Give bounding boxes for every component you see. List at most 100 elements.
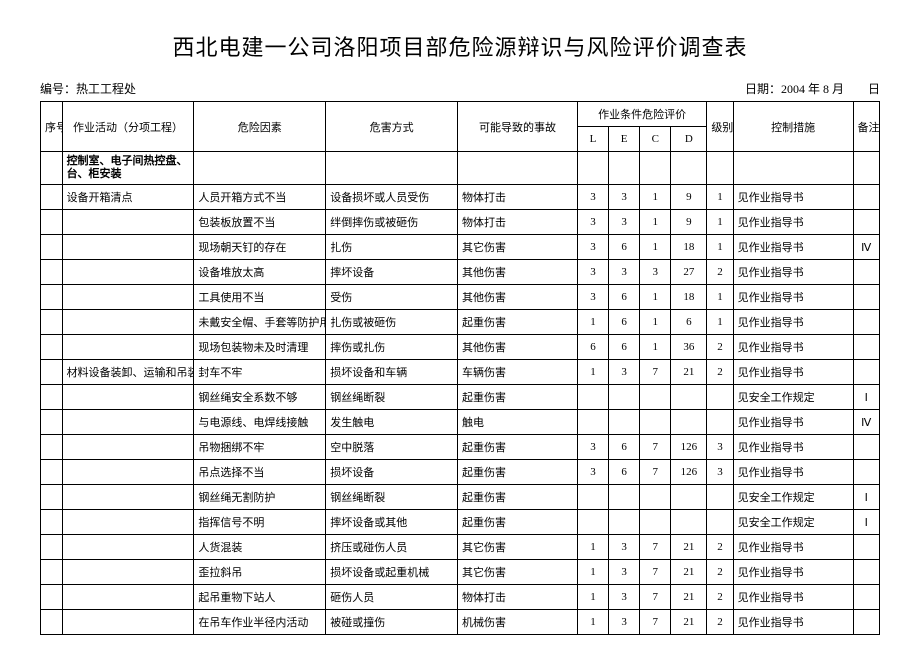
table-cell: 1 [577,560,608,585]
th-level: 级别危险 [707,102,733,152]
table-row: 钢丝绳安全系数不够钢丝绳断裂起重伤害见安全工作规定Ⅰ [41,385,880,410]
table-cell [853,460,879,485]
table-cell: 受伤 [326,285,458,310]
table-cell: 3 [577,260,608,285]
table-cell: 2 [707,260,733,285]
table-row: 起吊重物下站人砸伤人员物体打击137212见作业指导书 [41,585,880,610]
table-cell [609,485,640,510]
table-cell: 6 [577,335,608,360]
th-d: D [671,127,707,152]
table-cell [41,460,63,485]
th-note: 备注 [853,102,879,152]
table-cell [707,410,733,435]
table-cell: 3 [707,460,733,485]
table-cell: 27 [671,260,707,285]
table-row: 工具使用不当受伤其他伤害361181见作业指导书 [41,285,880,310]
table-cell: 机械伤害 [458,610,578,635]
table-cell: 3 [609,535,640,560]
table-cell: 材料设备装卸、运输和吊装 [62,360,194,385]
table-cell: 在吊车作业半径内活动 [194,610,326,635]
table-cell [62,260,194,285]
table-cell: 1 [577,610,608,635]
table-cell: 1 [707,310,733,335]
table-cell: 7 [640,460,671,485]
table-cell: 物体打击 [458,210,578,235]
table-cell: 3 [577,460,608,485]
table-cell [577,410,608,435]
table-cell: 7 [640,585,671,610]
table-cell: 起重伤害 [458,310,578,335]
table-cell: 1 [640,210,671,235]
table-cell: 7 [640,560,671,585]
table-cell: 起重伤害 [458,385,578,410]
table-cell: 3 [609,360,640,385]
table-cell: 3 [577,285,608,310]
th-eval-group: 作业条件危险评价 [577,102,706,127]
table-row: 吊点选择不当损坏设备起重伤害3671263见作业指导书 [41,460,880,485]
table-cell: 6 [609,310,640,335]
table-cell: 21 [671,610,707,635]
table-cell [62,510,194,535]
table-cell [41,335,63,360]
table-cell: 人货混装 [194,535,326,560]
table-cell: 见作业指导书 [733,360,853,385]
table-cell: 1 [707,210,733,235]
th-c: C [640,127,671,152]
table-cell [609,410,640,435]
table-cell: 6 [609,335,640,360]
table-cell: 包装板放置不当 [194,210,326,235]
table-cell [62,560,194,585]
table-cell: 3 [609,560,640,585]
table-cell: 1 [640,235,671,260]
table-cell: 126 [671,460,707,485]
table-cell: 1 [577,360,608,385]
table-cell: 2 [707,535,733,560]
table-cell: 7 [640,610,671,635]
table-cell: 摔伤或扎伤 [326,335,458,360]
table-cell [41,185,63,210]
table-cell: Ⅳ [853,235,879,260]
table-cell: 1 [577,310,608,335]
page-title: 西北电建一公司洛阳项目部危险源辩识与风险评价调查表 [40,30,880,62]
table-cell: 1 [577,535,608,560]
table-cell: 吊点选择不当 [194,460,326,485]
table-cell [41,260,63,285]
table-cell: 3 [577,235,608,260]
table-cell: 1 [577,585,608,610]
table-row: 未戴安全帽、手套等防护用品扎伤或被砸伤起重伤害16161见作业指导书 [41,310,880,335]
section-header-row: 控制室、电子间热控盘、台、柜安装 [41,152,880,185]
table-cell: 起重伤害 [458,485,578,510]
table-cell: 损坏设备和车辆 [326,360,458,385]
table-cell [41,435,63,460]
table-cell: 见作业指导书 [733,235,853,260]
th-accident: 可能导致的事故 [458,102,578,152]
table-cell [853,210,879,235]
table-cell: 21 [671,535,707,560]
table-row: 人货混装挤压或碰伤人员其它伤害137212见作业指导书 [41,535,880,560]
table-cell [609,385,640,410]
table-cell: 物体打击 [458,585,578,610]
table-cell [853,360,879,385]
section-header-cell: 控制室、电子间热控盘、台、柜安装 [62,152,194,185]
table-cell: 其他伤害 [458,335,578,360]
risk-table: 序号 作业活动（分项工程） 危险因素 危害方式 可能导致的事故 作业条件危险评价… [40,101,880,635]
th-control: 控制措施 [733,102,853,152]
table-cell [62,485,194,510]
table-cell [62,435,194,460]
table-cell: 见作业指导书 [733,260,853,285]
table-cell: 绊倒摔伤或被砸伤 [326,210,458,235]
table-cell [577,510,608,535]
table-cell [707,510,733,535]
table-cell: 18 [671,285,707,310]
table-cell: 1 [640,310,671,335]
th-activity: 作业活动（分项工程） [62,102,194,152]
table-row: 现场包装物未及时清理摔伤或扎伤其他伤害661362见作业指导书 [41,335,880,360]
table-cell [853,285,879,310]
table-cell [640,485,671,510]
table-cell: 吊物捆绑不牢 [194,435,326,460]
table-row: 包装板放置不当绊倒摔伤或被砸伤物体打击33191见作业指导书 [41,210,880,235]
table-row: 与电源线、电焊线接触发生触电触电见作业指导书Ⅳ [41,410,880,435]
table-cell [62,235,194,260]
table-cell [671,410,707,435]
table-cell: 6 [609,235,640,260]
